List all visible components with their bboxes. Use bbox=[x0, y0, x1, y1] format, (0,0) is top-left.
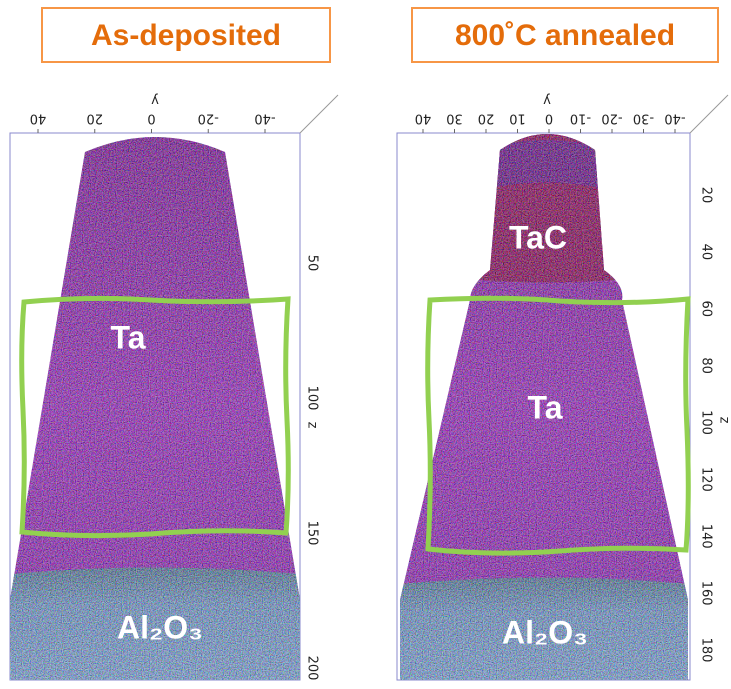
figure: As-deposited 800˚C annealed 40200-20-405… bbox=[0, 0, 731, 689]
right-tick-label: 80 bbox=[699, 357, 714, 374]
right-tick-label: 150 bbox=[305, 521, 320, 546]
panel-title: 800˚C annealed bbox=[455, 19, 675, 52]
top-tick-label: 40 bbox=[30, 111, 47, 126]
top-tick-label: -20 bbox=[198, 111, 219, 126]
region-label: TaC bbox=[509, 219, 567, 255]
right-tick-label: 180 bbox=[699, 638, 714, 663]
axis-corner bbox=[690, 95, 728, 133]
top-tick-label: -30 bbox=[633, 111, 654, 126]
right-tick-label: 140 bbox=[699, 524, 714, 549]
right-tick-label: 100 bbox=[305, 386, 320, 411]
top-tick-label: -20 bbox=[601, 111, 622, 126]
axis-corner bbox=[300, 95, 338, 133]
region-label: Al₂O₃ bbox=[502, 614, 588, 650]
top-tick-label: 0 bbox=[545, 111, 553, 126]
top-tick-label: 40 bbox=[415, 111, 432, 126]
top-tick-label: 0 bbox=[147, 111, 155, 126]
right-tick-label: 120 bbox=[699, 467, 714, 492]
top-tick-label: -40 bbox=[254, 111, 275, 126]
panel-title: As-deposited bbox=[91, 19, 281, 52]
top-tick-label: -10 bbox=[570, 111, 591, 126]
region-label: Ta bbox=[528, 389, 563, 425]
region-label: Al₂O₃ bbox=[117, 609, 203, 645]
specimen bbox=[0, 110, 310, 689]
axis-label: y bbox=[543, 93, 551, 108]
right-tick-label: 200 bbox=[305, 656, 320, 681]
axis-label: y bbox=[151, 93, 159, 108]
top-tick-label: 10 bbox=[509, 111, 526, 126]
top-tick-label: 30 bbox=[446, 111, 463, 126]
right-tick-label: 50 bbox=[305, 255, 320, 272]
top-tick-label: 20 bbox=[86, 111, 103, 126]
axis-label: z bbox=[305, 422, 320, 429]
right-tick-label: 100 bbox=[699, 410, 714, 435]
region-label: Ta bbox=[111, 319, 146, 355]
top-tick-label: -40 bbox=[664, 111, 685, 126]
axis-label: z bbox=[717, 417, 731, 424]
right-tick-label: 40 bbox=[699, 244, 714, 261]
right-tick-label: 20 bbox=[699, 187, 714, 204]
right-tick-label: 60 bbox=[699, 300, 714, 317]
top-tick-label: 20 bbox=[478, 111, 495, 126]
right-tick-label: 160 bbox=[699, 581, 714, 606]
